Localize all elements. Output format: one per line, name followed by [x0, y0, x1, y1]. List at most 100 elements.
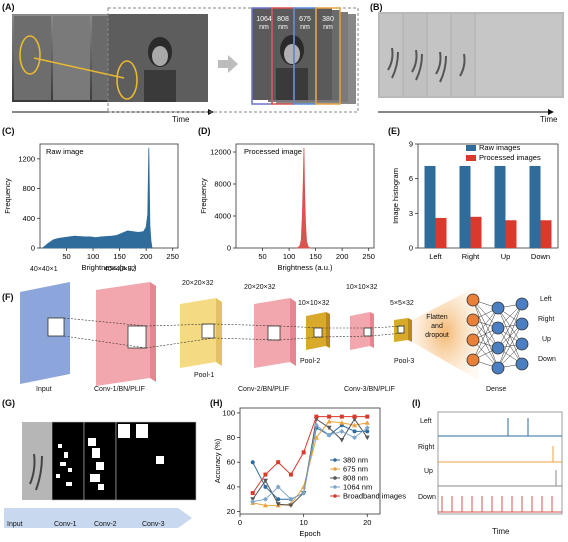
data-point — [262, 502, 268, 508]
y-axis-label: Accuracy (%) — [213, 438, 222, 483]
chart-annotation: Processed image — [244, 147, 302, 156]
legend-swatch — [466, 155, 476, 161]
zoom-box — [107, 7, 359, 113]
plot-frame — [239, 407, 381, 515]
y-tick-label: 0 — [227, 244, 231, 253]
x-tick-label: 250 — [166, 252, 179, 261]
pool3-name: Pool-3 — [394, 358, 415, 365]
legend-label: 808 nm — [343, 474, 368, 483]
x-tick-label: 150 — [113, 252, 126, 261]
video-frames — [12, 14, 208, 102]
legend-marker — [333, 467, 337, 471]
bar-raw — [529, 165, 541, 248]
time-label-b: Time — [540, 115, 558, 124]
y-tick-label: 0 — [31, 244, 35, 253]
x-tick-label: 50 — [258, 252, 266, 261]
series-line — [252, 421, 368, 506]
output-right: Right — [538, 316, 555, 323]
y-tick-label: 0 — [409, 244, 413, 253]
bar-raw — [424, 165, 436, 248]
panel-label-e: (E) — [388, 126, 400, 136]
flatten-glow — [412, 286, 478, 380]
data-point — [326, 425, 332, 431]
raster-row-left: Left — [420, 418, 432, 425]
data-point — [352, 429, 357, 434]
bar-processed — [505, 220, 517, 248]
conv1-name: Conv-1/BN/PLIF — [94, 386, 145, 393]
conv3-name: Conv-3/BN/PLIF — [344, 386, 395, 393]
output-down: Down — [538, 356, 556, 363]
data-point — [275, 502, 281, 507]
data-point — [339, 428, 345, 434]
x-tick-label: 200 — [140, 252, 153, 261]
band-label-380: 380 nm — [322, 16, 334, 31]
conv3-layer — [350, 312, 370, 350]
y-tick-label: 3 — [409, 209, 413, 218]
histogram-area — [295, 147, 312, 249]
panel-g-figure — [4, 421, 197, 528]
y-tick-label: 1200 — [18, 154, 35, 163]
x-tick-label: 10 — [299, 518, 307, 527]
bar-raw — [459, 165, 471, 248]
flatten-label-2: and — [431, 323, 443, 330]
x-tick-label: 150 — [309, 252, 322, 261]
x-tick-label: 100 — [283, 252, 296, 261]
motion-arrow — [33, 57, 125, 79]
hand-end-marker — [116, 60, 138, 100]
data-point — [352, 435, 358, 441]
y-tick-label: 400 — [22, 214, 35, 223]
legend-marker — [333, 494, 337, 498]
data-point — [276, 460, 281, 465]
conv1-dims: 40×40×32 — [104, 266, 136, 273]
legend-label: Raw images — [479, 143, 521, 152]
x-tick-label: 250 — [362, 252, 375, 261]
stage-input: Input — [7, 521, 23, 528]
legend-label: 380 nm — [343, 456, 368, 465]
data-point — [327, 414, 332, 419]
input-layer — [20, 282, 70, 384]
chart-e: Left Right Up Down 0 3 6 9 Image histogram Raw im… — [391, 140, 559, 261]
band-label-1064: 1064 nm — [256, 16, 272, 31]
spike-raster — [437, 411, 563, 515]
x-tick-label: 0 — [238, 518, 242, 527]
legend-marker — [333, 476, 337, 480]
data-point — [263, 472, 268, 477]
pool2-name: Pool-2 — [300, 358, 321, 365]
data-point — [313, 435, 319, 440]
y-axis-label: Image histogram — [391, 168, 400, 224]
data-point — [288, 503, 294, 508]
legend-marker — [333, 458, 337, 462]
bar-processed — [435, 217, 447, 248]
y-tick-label: 6 — [409, 174, 413, 183]
y-tick-label: 60 — [227, 458, 235, 467]
y-axis-label: Frequency — [3, 178, 12, 214]
pool1-name: Pool-1 — [194, 372, 215, 379]
stage-conv2: Conv-2 — [94, 521, 117, 528]
x-tick-label: Up — [501, 252, 511, 261]
conv2-name: Conv-2/BN/PLIF — [238, 386, 289, 393]
data-point — [250, 491, 255, 496]
panel-label-b: (B) — [370, 2, 383, 12]
data-point — [288, 496, 294, 502]
y-tick-label: 4000 — [214, 212, 231, 221]
data-point — [339, 414, 344, 419]
data-point — [288, 472, 293, 477]
legend-marker — [333, 485, 337, 489]
data-point — [314, 414, 319, 419]
data-point — [262, 496, 268, 502]
data-point — [263, 484, 268, 489]
flatten-label-3: dropout — [425, 332, 449, 339]
network-diagram — [20, 282, 529, 386]
data-point — [275, 484, 281, 490]
bar-processed — [540, 220, 552, 248]
y-tick-label: 20 — [227, 507, 235, 516]
panel-a-figure — [12, 7, 564, 115]
legend-label: 1064 nm — [343, 483, 372, 492]
event-frames — [378, 12, 564, 98]
pool1-dims: 20×20×32 — [182, 280, 214, 287]
raster-row-right: Right — [418, 444, 435, 451]
x-axis-label: Epoch — [299, 529, 320, 538]
x-axis-label: Brightness (a.u.) — [81, 263, 137, 272]
y-tick-label: 40 — [227, 482, 235, 491]
conv2-dims: 20×20×32 — [244, 284, 276, 291]
